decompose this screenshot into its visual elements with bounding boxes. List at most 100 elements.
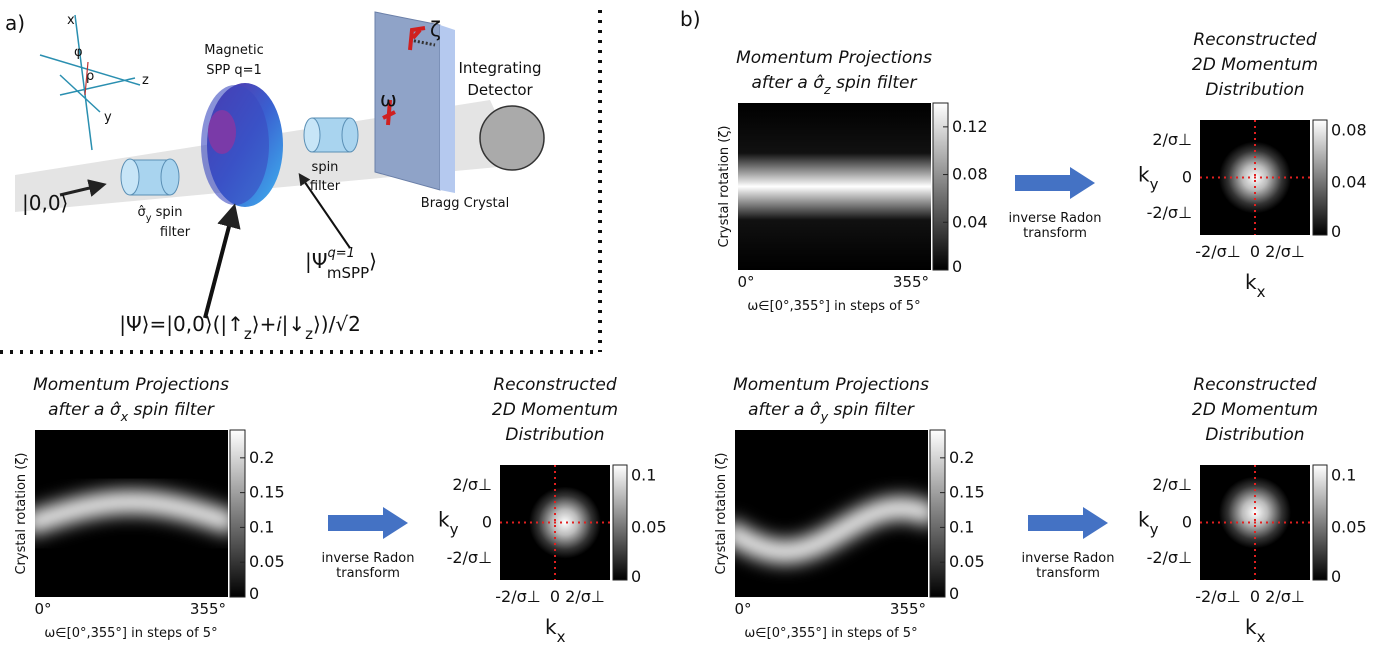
- panel-label: a): [5, 11, 25, 35]
- x-axis-label: kx: [1245, 270, 1266, 301]
- colorbar-label-part: 0.08: [952, 164, 988, 183]
- x-tick-label-part: 0°: [737, 273, 754, 291]
- filter-label: filter: [160, 225, 191, 240]
- rotation-label: ζ: [430, 17, 441, 41]
- setup-drawing: [0, 10, 602, 354]
- colorbar-label: 0.1: [1331, 465, 1356, 484]
- spin-state-part: ⟩)/√2: [313, 312, 361, 336]
- transform-label: inverse Radon: [322, 551, 415, 566]
- output-state: |Ψq=1 mSPP⟩: [305, 246, 377, 282]
- y-tick-label: 0: [482, 512, 492, 531]
- panel-title: 2D Momentum: [1192, 55, 1318, 75]
- colorbar-label-part: 0: [949, 584, 959, 603]
- filter-label: filter: [310, 179, 341, 194]
- panel-title-part: z: [823, 83, 831, 98]
- colorbar-label: 0.12: [952, 116, 988, 135]
- colorbar: [1312, 464, 1328, 581]
- x-tick-label: 0°: [34, 600, 51, 618]
- filter-label: σ̂y spin: [137, 205, 182, 224]
- colorbar-label: 0.1: [949, 517, 974, 536]
- colorbar: [1312, 119, 1328, 236]
- projection-band: [735, 496, 928, 564]
- colorbar-label: 0: [249, 584, 259, 603]
- panel-title-part: after a: [748, 400, 810, 420]
- panel-title: Momentum Projections: [33, 375, 229, 395]
- axis-name-part: ρ: [86, 69, 94, 84]
- detector-label: Detector: [467, 81, 533, 99]
- axis-name: z: [142, 73, 149, 88]
- x-tick-label: -2/σ⊥: [1195, 242, 1240, 261]
- crystal-label: Bragg Crystal: [421, 196, 509, 211]
- colorbar-label-part: 0.15: [949, 482, 985, 501]
- axis-name: ρ: [86, 69, 94, 84]
- panel-title-part: 2D Momentum: [492, 400, 618, 420]
- colorbar-label: 0.1: [631, 465, 656, 484]
- panel-title: after a σ̂z spin filter: [751, 73, 917, 98]
- x-tick-label-part: -2/σ⊥: [495, 587, 540, 606]
- x-axis-label: ω∈[0°,355°] in steps of 5°: [747, 299, 920, 314]
- x-tick-label-part: 0: [550, 587, 560, 606]
- spp-label: Magnetic: [204, 43, 264, 58]
- input-state: |0,0⟩: [22, 191, 68, 215]
- x-axis-label-part: x: [1257, 628, 1266, 646]
- colorbar-label: 0: [631, 567, 641, 586]
- y-tick-label-part: 0: [1182, 512, 1192, 531]
- output-state-part: mSPP: [327, 264, 369, 282]
- x-tick-label-part: 355°: [190, 600, 226, 618]
- rotation-label-part: ζ: [430, 17, 441, 41]
- colorbar-label-part: 0: [1331, 222, 1341, 241]
- transform-label-part: transform: [1023, 226, 1087, 241]
- y-tick-label: 0: [1182, 167, 1192, 186]
- panel-title: Distribution: [1205, 80, 1304, 100]
- x-tick-label-part: 0°: [734, 600, 751, 618]
- colorbar-label-part: 0.05: [249, 552, 285, 571]
- y-axis-label-part: y: [1150, 520, 1159, 538]
- transform-arrow: [1015, 167, 1095, 199]
- y-axis-label-part: y: [450, 520, 459, 538]
- panel-title-part: σ̂: [813, 73, 825, 93]
- y-tick-label: -2/σ⊥: [1147, 203, 1192, 222]
- recon-blob: [1219, 476, 1291, 549]
- panel-title-part: Momentum Projections: [33, 375, 229, 395]
- y-axis-label-part: Crystal rotation (ζ): [714, 452, 729, 574]
- y-axis-label-part: y: [1150, 175, 1159, 193]
- panel-title: 2D Momentum: [1192, 400, 1318, 420]
- input-state-part: |0,0⟩: [22, 191, 68, 215]
- x-axis-label: ω∈[0°,355°] in steps of 5°: [744, 626, 917, 641]
- colorbar-label: 0.2: [249, 447, 274, 466]
- filter-label-part: y: [146, 213, 152, 224]
- colorbar: [929, 429, 946, 598]
- detector-label: Integrating: [459, 59, 542, 77]
- axis-name-part: y: [104, 110, 112, 125]
- panel-title: 2D Momentum: [492, 400, 618, 420]
- x-tick-label-part: -2/σ⊥: [1195, 242, 1240, 261]
- x-tick-label-part: -2/σ⊥: [1195, 587, 1240, 606]
- y-axis-label: ky: [1138, 162, 1159, 193]
- panel-title-part: 2D Momentum: [1192, 400, 1318, 420]
- colorbar-label-part: 0: [631, 567, 641, 586]
- panel-title: Distribution: [505, 425, 604, 445]
- x-tick-label: -2/σ⊥: [1195, 587, 1240, 606]
- panel-title-part: 2D Momentum: [1192, 55, 1318, 75]
- panel-title-part: Reconstructed: [1193, 375, 1317, 395]
- y-tick-label-part: 2/σ⊥: [1152, 130, 1192, 149]
- colorbar-label: 0.15: [249, 482, 285, 501]
- recon-blob: [529, 486, 601, 559]
- panel-title-part: σ̂: [810, 400, 822, 420]
- panel-title-part: Distribution: [1205, 425, 1304, 445]
- axis-name: x: [67, 13, 75, 28]
- colorbar-label-part: 0.05: [631, 517, 667, 536]
- x-axis-label-part: ω∈[0°,355°] in steps of 5°: [744, 626, 917, 641]
- panel-title-part: Momentum Projections: [733, 375, 929, 395]
- colorbar: [229, 429, 246, 598]
- y-tick-label-part: 0: [1182, 167, 1192, 186]
- rotation-label: ω: [380, 87, 397, 111]
- x-tick-label: 0: [1250, 587, 1260, 606]
- x-tick-label: -2/σ⊥: [495, 587, 540, 606]
- y-tick-label-part: -2/σ⊥: [1147, 548, 1192, 567]
- filter-label-part: spin: [152, 205, 183, 220]
- spin-state: |Ψ⟩=|0,0⟩(|↑z⟩+𝑖|↓z⟩)/√2: [119, 312, 361, 343]
- y-axis-label: Crystal rotation (ζ): [717, 125, 732, 247]
- transform-label: transform: [1023, 226, 1087, 241]
- x-tick-label: 0°: [737, 273, 754, 291]
